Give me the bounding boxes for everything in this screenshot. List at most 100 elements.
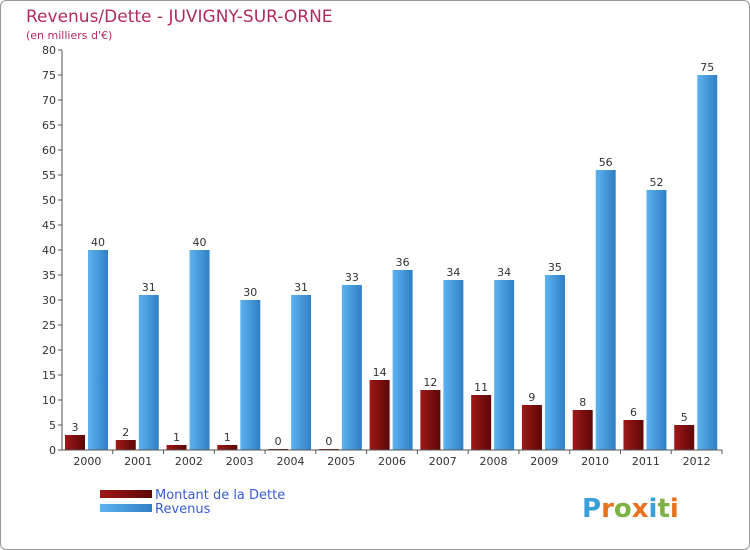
data-label-debt: 2 [122,426,129,439]
legend-label-revenus: Revenus [155,502,211,517]
logo-letter: x [632,494,649,524]
y-tick-label: 65 [42,119,56,132]
y-tick-label: 80 [42,44,56,57]
y-tick-label: 45 [42,219,56,232]
data-label-debt: 0 [275,435,282,448]
data-label-debt: 12 [423,376,437,389]
data-label-revenus: 34 [497,266,511,279]
y-tick-label: 30 [42,294,56,307]
x-tick-label: 2004 [276,455,304,468]
logo-letter: i [670,494,679,524]
x-tick-label: 2005 [327,455,355,468]
x-tick-label: 2002 [175,455,203,468]
y-tick-label: 40 [42,244,56,257]
bar-revenus [494,280,515,450]
data-label-revenus: 40 [193,236,207,249]
data-label-revenus: 34 [446,266,460,279]
logo-letter: r [601,494,614,524]
y-tick-label: 10 [42,394,56,407]
legend-swatch-debt [100,490,152,498]
bar-revenus [697,75,718,450]
bar-debt [65,435,85,450]
data-label-revenus: 56 [599,156,613,169]
legend-label-debt: Montant de la Dette [155,488,285,503]
x-tick-label: 2009 [530,455,558,468]
data-label-revenus: 40 [91,236,105,249]
data-label-revenus: 33 [345,271,359,284]
bar-revenus [240,300,261,450]
y-tick-label: 55 [42,169,56,182]
bar-revenus [392,270,413,450]
data-label-revenus: 36 [396,256,410,269]
bar-debt [369,380,390,450]
bar-revenus [291,295,312,450]
data-label-debt: 1 [173,431,180,444]
logo-letter: P [582,494,601,524]
data-label-debt: 14 [373,366,387,379]
x-tick-label: 2006 [378,455,406,468]
bar-revenus [646,190,667,450]
logo-letter: o [614,494,632,524]
y-tick-label: 25 [42,319,56,332]
bar-revenus [189,250,210,450]
data-label-debt: 3 [72,421,79,434]
y-tick-label: 50 [42,194,56,207]
bar-debt [217,445,238,450]
y-tick-label: 35 [42,269,56,282]
bar-debt [471,395,492,450]
bar-revenus [595,170,616,450]
bar-revenus [138,295,159,450]
bar-debt [115,440,136,450]
data-label-debt: 0 [325,435,332,448]
chart-subtitle: (en milliers d'€) [26,29,112,42]
x-tick-label: 2003 [226,455,254,468]
y-tick-label: 75 [42,69,56,82]
bar-debt [674,425,695,450]
bar-debt [521,405,542,450]
bar-debt [572,410,593,450]
proxiti-logo: Proxiti [582,494,679,524]
data-label-debt: 9 [528,391,535,404]
y-axis: 0 5 10 15 20 25 30 35 40 45 50 55 60 65 70 75 80 [42,44,63,457]
x-tick-label: 2010 [581,455,609,468]
legend: Montant de la Dette Revenus [100,488,285,517]
bar-revenus [544,275,565,450]
x-tick-label: 2000 [73,455,101,468]
proxiti-logo-text: Proxiti [582,494,679,524]
bar-revenus [88,250,108,450]
bar-revenus [341,285,362,450]
x-tick-label: 2011 [632,455,660,468]
data-label-debt: 6 [630,406,637,419]
bar-debt [420,390,441,450]
data-label-revenus: 31 [142,281,156,294]
bar-debt [623,420,644,450]
legend-swatch-revenus [100,504,152,512]
data-label-debt: 5 [681,411,688,424]
y-tick-label: 60 [42,144,56,157]
y-tick-label: 15 [42,369,56,382]
data-label-debt: 1 [224,431,231,444]
data-label-revenus: 52 [649,176,663,189]
x-axis: 2000 2001 2002 2003 2004 2005 2006 2007 2008 2009… [62,449,723,468]
data-label-revenus: 75 [700,61,714,74]
data-label-revenus: 30 [243,286,257,299]
bars: 3 40 2 31 1 40 1 30 0 31 0 33 14 36 12 34 11 34 9 35 8 56 6 52 5… [65,61,718,450]
y-tick-label: 0 [49,444,56,457]
x-tick-label: 2012 [683,455,711,468]
bar-revenus [443,280,464,450]
data-label-debt: 8 [579,396,586,409]
data-label-debt: 11 [474,381,488,394]
data-label-revenus: 31 [294,281,308,294]
bar-debt [166,445,187,450]
data-label-revenus: 35 [548,261,562,274]
x-tick-label: 2001 [124,455,152,468]
logo-letter: i [649,494,658,524]
y-tick-label: 5 [49,419,56,432]
y-tick-label: 20 [42,344,56,357]
x-tick-label: 2008 [480,455,508,468]
chart-title: Revenus/Dette - JUVIGNY-SUR-ORNE [26,7,333,27]
logo-letter: t [657,494,669,524]
y-tick-label: 70 [42,94,56,107]
